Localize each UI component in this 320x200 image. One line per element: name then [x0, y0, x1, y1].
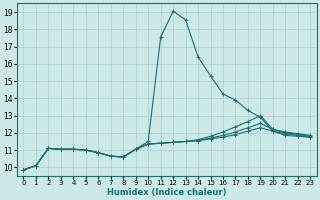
- X-axis label: Humidex (Indice chaleur): Humidex (Indice chaleur): [107, 188, 227, 197]
